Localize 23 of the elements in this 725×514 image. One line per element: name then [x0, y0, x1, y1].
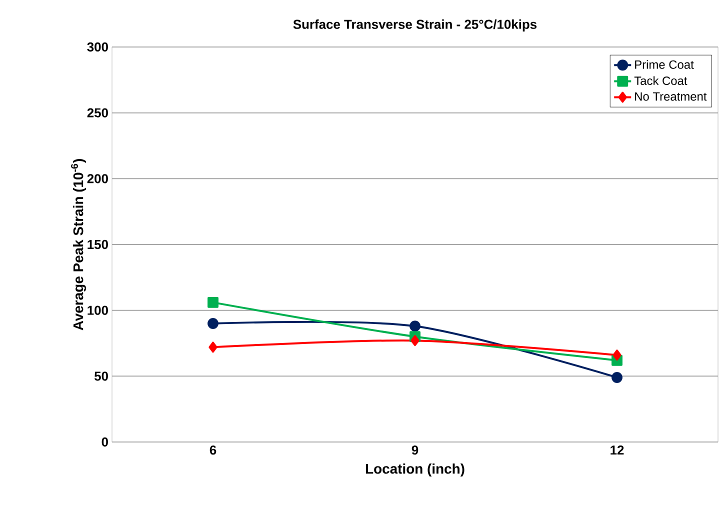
x-tick-label: 6 — [210, 446, 216, 455]
y-tick-label: 200 — [87, 174, 108, 184]
legend-label: Tack Coat — [634, 76, 688, 85]
y-axis-title: Average Peak Strain (10$^{-6}$) — [71, 159, 86, 330]
legend-label: No Treatment — [635, 92, 707, 101]
point — [612, 350, 622, 361]
point — [208, 318, 218, 329]
y-tick-label: 100 — [88, 306, 108, 315]
y-tick-label: 150 — [88, 240, 108, 250]
point — [410, 320, 420, 332]
point — [410, 335, 420, 346]
y-tick-label: 50 — [94, 372, 108, 381]
point — [208, 342, 218, 353]
y-tick-label: 0 — [102, 437, 108, 447]
y-tick-label: 250 — [87, 108, 108, 118]
point — [612, 372, 622, 383]
x-tick-label: 12 — [610, 446, 624, 455]
point — [208, 296, 218, 308]
y-tick-label: 300 — [87, 42, 108, 52]
x-tick-label: 9 — [412, 446, 418, 455]
chart-title: Surface Transverse Strain - 25°C/10kips — [293, 19, 537, 32]
x-axis-title: Location (inch) — [366, 464, 464, 477]
legend-label: Prime Coat — [635, 60, 694, 69]
